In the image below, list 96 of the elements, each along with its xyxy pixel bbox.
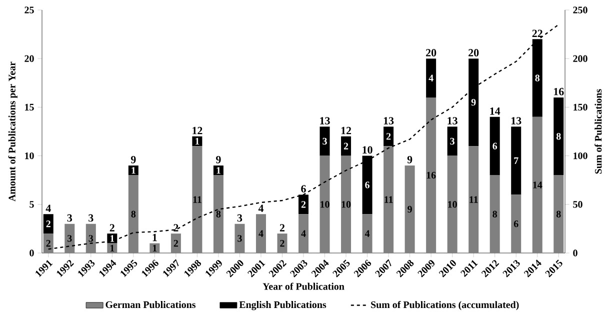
data-label: 6 — [492, 142, 498, 150]
y2-tick-label: 100 — [574, 152, 588, 160]
bar — [468, 58, 479, 146]
bar — [490, 116, 500, 176]
total-label: 20 — [468, 49, 479, 56]
total-label: 13 — [512, 117, 522, 124]
data-label: 4 — [428, 74, 434, 82]
total-label: 14 — [490, 107, 500, 115]
data-label: 10 — [448, 201, 457, 208]
total-label: 3 — [67, 214, 72, 222]
bar — [341, 136, 352, 156]
data-label: 2 — [344, 142, 348, 150]
total-label: 9 — [407, 156, 412, 164]
data-label: 8 — [556, 210, 561, 218]
data-label: 9 — [408, 206, 412, 213]
total-label: 9 — [130, 156, 136, 164]
bar — [511, 126, 522, 195]
data-label: 6 — [514, 220, 518, 228]
data-label: 16 — [426, 172, 436, 179]
data-label: 11 — [470, 196, 478, 203]
total-label: 10 — [362, 146, 372, 154]
y2-tick-label: 250 — [573, 6, 588, 14]
data-label: 7 — [514, 157, 518, 164]
y2-axis-title: Sum of Publications — [594, 89, 602, 174]
total-label: 13 — [384, 117, 394, 124]
data-label: 1 — [196, 138, 200, 145]
data-label: 8 — [131, 210, 136, 218]
y2-tick-label: 200 — [573, 55, 588, 62]
data-label: 2 — [386, 133, 391, 140]
total-label: 13 — [320, 117, 330, 124]
data-label: 10 — [342, 201, 351, 208]
y-tick-label: 10 — [25, 152, 34, 160]
total-label: 2 — [174, 224, 178, 232]
data-label: 14 — [533, 182, 542, 188]
y-tick-label: 20 — [24, 55, 34, 62]
bar — [384, 126, 394, 146]
data-label: 1 — [110, 244, 114, 252]
y-tick-label: 15 — [25, 104, 34, 111]
data-label: 2 — [46, 240, 50, 247]
total-label: 3 — [237, 214, 242, 222]
data-label: 3 — [238, 235, 242, 242]
total-label: 12 — [192, 126, 202, 134]
total-label: 1 — [152, 234, 157, 242]
x-axis-title: Year of Publication — [262, 282, 344, 290]
total-label: 9 — [216, 156, 221, 164]
legend-label: Sum of Publications (accumulated) — [371, 300, 519, 310]
bar — [426, 58, 436, 98]
data-label: 3 — [68, 235, 72, 242]
y-tick-label: 25 — [24, 6, 34, 14]
total-label: 2 — [110, 224, 114, 232]
data-label: 1 — [216, 167, 220, 174]
y-tick-label: 0 — [30, 250, 34, 256]
bar — [532, 39, 542, 117]
data-label: 11 — [193, 196, 202, 203]
data-label: 4 — [364, 230, 370, 237]
data-label: 2 — [280, 240, 284, 247]
total-label: 6 — [301, 185, 306, 192]
data-label: 2 — [301, 201, 306, 208]
data-label: 8 — [492, 210, 498, 218]
total-label: 2 — [280, 224, 285, 232]
total-label: 3 — [88, 214, 94, 222]
data-label: 2 — [174, 240, 178, 247]
data-label: 1 — [132, 167, 136, 174]
data-label: 9 — [471, 98, 476, 106]
total-label: 12 — [341, 126, 352, 134]
data-label: 4 — [301, 230, 306, 237]
data-label: 8 — [216, 210, 221, 218]
data-label: 1 — [110, 235, 114, 242]
data-label: 3 — [88, 235, 94, 242]
data-label: 4 — [258, 230, 264, 237]
bar — [447, 126, 458, 156]
legend-label: English Publications — [239, 301, 326, 310]
y-axis-title: Amount of Publications per Year — [8, 62, 18, 202]
data-label: 1 — [152, 244, 157, 252]
data-label: 8 — [535, 74, 540, 82]
y-tick-label: 5 — [30, 201, 34, 208]
y2-tick-label: 0 — [573, 250, 578, 256]
y2-tick-label: 50 — [573, 201, 582, 208]
y2-tick-label: 150 — [574, 104, 588, 111]
total-label: 16 — [554, 88, 564, 96]
total-label: 4 — [46, 204, 51, 212]
data-label: 8 — [556, 133, 561, 140]
data-label: 3 — [450, 138, 454, 145]
data-label: 2 — [46, 220, 50, 228]
total-label: 13 — [448, 117, 458, 124]
data-label: 10 — [320, 201, 330, 208]
bar — [320, 126, 330, 156]
data-label: 3 — [322, 138, 327, 145]
total-label: 20 — [426, 49, 436, 56]
legend-label: German Publications — [106, 301, 196, 308]
bar — [298, 194, 309, 214]
total-label: 22 — [532, 30, 542, 37]
bar — [362, 156, 372, 214]
data-label: 11 — [384, 196, 393, 203]
data-label: 6 — [365, 182, 370, 188]
total-label: 4 — [258, 204, 264, 212]
